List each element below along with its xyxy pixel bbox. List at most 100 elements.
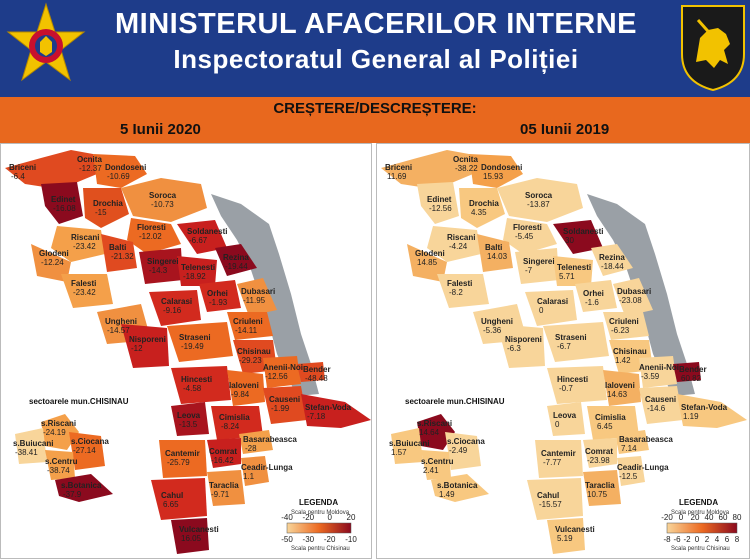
sector-riscani	[41, 414, 79, 450]
region-hincesti	[547, 366, 607, 404]
district-name-bender: Bender	[679, 365, 707, 374]
lion-shield-emblem-icon	[681, 5, 745, 92]
district-name-soroca: Soroca	[525, 191, 553, 200]
sector-buiucani	[15, 428, 47, 464]
legend-tick-chisinau: -6	[673, 535, 681, 544]
sector-value-s-botanica: -37.9	[63, 490, 82, 499]
legend-caption-chisinau: Scala pentru Chisinau	[671, 546, 730, 552]
district-value-cimislia: 6.45	[597, 422, 613, 431]
region-soldanesti	[553, 220, 603, 254]
district-name-ceadir-lunga: Ceadir-Lunga	[241, 463, 293, 472]
district-value-floresti: -5.45	[515, 232, 534, 241]
district-value-vulcanesti: 16.05	[181, 534, 202, 543]
district-value-soroca: -13.87	[527, 200, 550, 209]
region-causeni	[263, 386, 307, 424]
region-balti	[477, 234, 513, 272]
region-criuleni	[227, 312, 273, 340]
region-dondoseni	[469, 154, 523, 188]
district-value-ungheni: -5.36	[483, 326, 502, 335]
district-value-ocnita: -12.37	[79, 164, 102, 173]
region-vulcanesti	[171, 518, 209, 554]
district-name-falesti: Falesti	[447, 279, 472, 288]
district-name-glodeni: Glodeni	[415, 249, 445, 258]
region-rezina	[591, 244, 633, 276]
sector-buiucani	[391, 428, 423, 464]
legend-tick-moldova: -20	[303, 513, 315, 522]
district-value-singerei: -14.3	[149, 266, 168, 275]
district-name-ialoveni: Ialoveni	[229, 381, 259, 390]
date-right: 05 Iunii 2019	[520, 121, 610, 138]
district-value-taraclia: -9.71	[211, 490, 230, 499]
district-value-dondoseni: 15.93	[483, 172, 504, 181]
district-name-ungheni: Ungheni	[105, 317, 137, 326]
district-name-comrat: Comrat	[585, 447, 613, 456]
sector-value-s-riscani: -24.19	[43, 428, 66, 437]
district-name-edinet: Edinet	[51, 195, 76, 204]
district-value-bender: 60.82	[681, 374, 702, 383]
sector-botanica	[431, 474, 489, 502]
region-glodeni	[407, 244, 447, 282]
sector-name-s-buiucani: s.Buiucani	[389, 439, 429, 448]
district-value-soldanesti: -6.67	[189, 236, 208, 245]
region-riscani	[427, 226, 481, 262]
sector-centru	[45, 450, 75, 480]
region-north-west	[5, 150, 97, 188]
legend-tick-chisinau: -8	[663, 535, 671, 544]
legend-tick-chisinau: 4	[715, 535, 720, 544]
district-value-ungheni: -14.57	[107, 326, 130, 335]
district-name-ceadir-lunga: Ceadir-Lunga	[617, 463, 669, 472]
district-value-ocnita: -38.22	[455, 164, 478, 173]
region-falesti	[61, 274, 113, 308]
district-name-chisinau: Chisinau	[237, 347, 271, 356]
legend-tick-moldova: 80	[733, 513, 742, 522]
sector-value-s-ciocana: -27.14	[73, 446, 96, 455]
district-name-leova: Leova	[177, 411, 201, 420]
district-name-straseni: Straseni	[555, 333, 587, 342]
district-value-calarasi: 0	[539, 306, 544, 315]
district-name-singerei: Singerei	[147, 257, 179, 266]
district-value-edinet: -12.56	[429, 204, 452, 213]
district-name-balti: Balti	[485, 243, 502, 252]
region-glodeni	[31, 244, 71, 282]
district-value-criuleni: -6.23	[611, 326, 630, 335]
region-stefan-voda	[677, 394, 747, 428]
district-name-stefan-voda: Stefan-Voda	[681, 403, 728, 412]
district-name-dubasari: Dubasari	[241, 287, 275, 296]
district-name-briceni: Briceni	[385, 163, 412, 172]
district-name-cantemir: Cantemir	[165, 449, 200, 458]
district-value-briceni: -6.4	[11, 172, 25, 181]
legend-tick-chisinau: -20	[324, 535, 336, 544]
district-value-ceadir-lunga: -12.5	[619, 472, 638, 481]
region-cantemir	[535, 440, 583, 478]
legend-color-scale	[666, 522, 738, 534]
district-name-cahul: Cahul	[161, 491, 183, 500]
district-name-floresti: Floresti	[137, 223, 166, 232]
region-orhei	[575, 280, 617, 312]
map-panel-2019: Briceni 11.69 Ocnita -38.22 Dondoseni 15.93 Ed…	[376, 143, 750, 559]
region-ialoveni	[227, 370, 265, 406]
district-name-riscani: Riscani	[71, 233, 99, 242]
district-name-dondoseni: Dondoseni	[105, 163, 146, 172]
district-value-riscani: -4.24	[449, 242, 468, 251]
district-name-basarabeasca: Basarabeasca	[243, 435, 297, 444]
district-value-chisinau: 1.42	[615, 356, 631, 365]
district-name-causeni: Causeni	[269, 395, 300, 404]
district-name-anenii-noi: Anenii-Noi	[263, 363, 303, 372]
sector-value-s-ciocana: -2.49	[449, 446, 468, 455]
region-comrat	[207, 438, 241, 468]
header-banner: MINISTERUL AFACERILOR INTERNE Inspectora…	[0, 0, 750, 97]
district-name-edinet: Edinet	[427, 195, 452, 204]
district-value-balti: 14.03	[487, 252, 508, 261]
district-name-telenesti: Telenesti	[557, 263, 591, 272]
district-name-rezina: Rezina	[223, 253, 249, 262]
region-anenii-noi	[263, 356, 301, 388]
district-value-cahul: 6.65	[163, 500, 179, 509]
legend-tick-chisinau: 8	[735, 535, 740, 544]
district-value-dondoseni: -10.69	[107, 172, 130, 181]
legend-tick-chisinau: -30	[303, 535, 315, 544]
sector-ciocana	[69, 432, 105, 470]
district-name-ungheni: Ungheni	[481, 317, 513, 326]
district-value-glodeni: -12.24	[41, 258, 64, 267]
district-value-basarabeasca: 7.14	[621, 444, 637, 453]
sectors-title: sectoarele mun.CHISINAU	[405, 397, 505, 406]
